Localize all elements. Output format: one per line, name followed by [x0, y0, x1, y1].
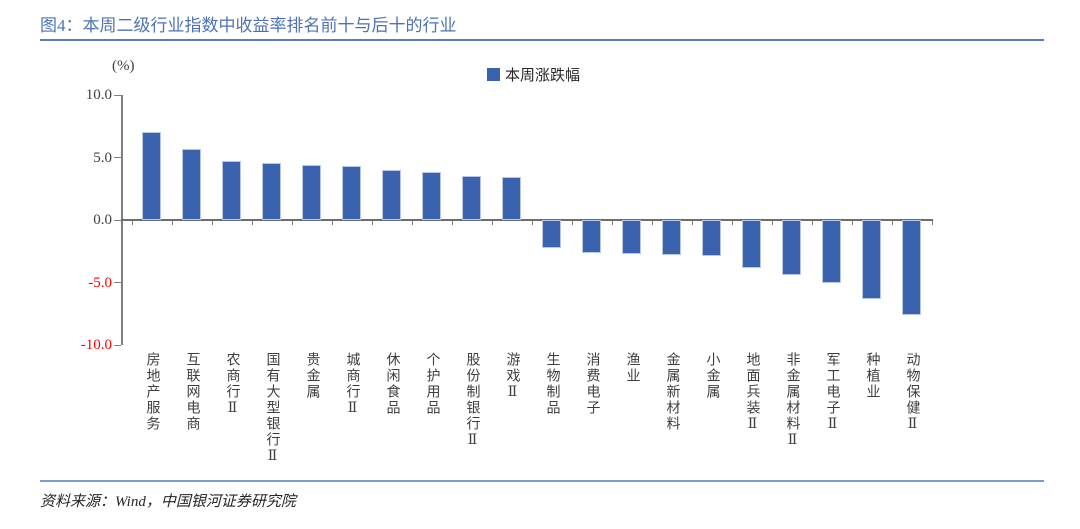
bar: [342, 166, 361, 220]
x-axis-label: 小金属: [704, 352, 720, 400]
x-axis-tick: [291, 221, 293, 225]
x-axis-tick: [731, 221, 733, 225]
legend-swatch-icon: [487, 68, 500, 81]
bar: [582, 220, 601, 253]
x-axis-label: 军工电子Ⅱ: [824, 352, 840, 434]
bar: [782, 220, 801, 275]
y-tick-label: -10.0: [80, 337, 112, 353]
y-axis-unit-label: (%): [112, 58, 135, 74]
x-axis-label: 城商行Ⅱ: [344, 352, 360, 418]
x-axis-tick: [851, 221, 853, 225]
title-underline: [40, 39, 1044, 41]
x-axis-label: 休闲食品: [384, 352, 400, 416]
bar: [862, 220, 881, 299]
x-axis-label: 动物保健Ⅱ: [904, 352, 920, 434]
x-axis-tick: [211, 221, 213, 225]
source-note: 资料来源：Wind，中国银河证券研究院: [40, 494, 296, 510]
bar: [302, 165, 321, 220]
x-axis-tick: [611, 221, 613, 225]
bar: [462, 176, 481, 220]
bar: [262, 163, 281, 220]
x-axis-tick: [171, 221, 173, 225]
bar: [822, 220, 841, 283]
y-tick-label: 5.0: [93, 149, 112, 166]
x-axis-label: 房地产服务: [144, 352, 160, 432]
bar: [742, 220, 761, 268]
x-axis-label: 渔业: [624, 352, 640, 384]
bar: [422, 172, 441, 220]
x-axis-tick: [331, 221, 333, 225]
bar: [502, 177, 521, 220]
x-axis-label: 股份制银行Ⅱ: [464, 352, 480, 450]
x-axis-tick: [491, 221, 493, 225]
bar: [902, 220, 921, 315]
x-axis-tick: [571, 221, 573, 225]
figure-title: 图4：本周二级行业指数中收益率排名前十与后十的行业: [40, 16, 457, 35]
bar: [622, 220, 641, 254]
bar: [182, 149, 201, 220]
x-axis-tick: [251, 221, 253, 225]
legend-label: 本周涨跌幅: [505, 68, 581, 84]
y-axis-tick: [114, 219, 121, 221]
x-axis-tick: [371, 221, 373, 225]
y-tick-label: 10.0: [85, 87, 112, 103]
x-axis-tick: [531, 221, 533, 225]
footer-separator: [40, 480, 1044, 482]
x-axis-label: 地面兵装Ⅱ: [744, 352, 760, 434]
bar: [382, 170, 401, 220]
x-axis-label: 生物制品: [544, 352, 560, 416]
x-axis-label: 国有大型银行Ⅱ: [264, 352, 280, 466]
x-axis-label: 农商行Ⅱ: [224, 352, 240, 418]
x-axis-tick: [451, 221, 453, 225]
x-axis-tick: [411, 221, 413, 225]
y-axis-tick: [114, 157, 121, 158]
bar: [542, 220, 561, 248]
bar: [662, 220, 681, 255]
x-axis-tick: [771, 221, 773, 225]
x-axis-label: 个护用品: [424, 352, 440, 416]
x-axis-tick: [131, 221, 133, 225]
x-axis: [121, 219, 933, 221]
x-axis-label: 互联网电商: [184, 352, 200, 432]
x-axis-label: 游戏Ⅱ: [504, 352, 520, 402]
bar: [702, 220, 721, 256]
y-axis-tick: [114, 344, 121, 346]
y-tick-label: -5.0: [88, 274, 112, 291]
x-axis-tick: [891, 221, 893, 225]
bar: [222, 161, 241, 220]
y-tick-label: 0.0: [93, 212, 112, 228]
x-axis-label: 非金属材料Ⅱ: [784, 352, 800, 450]
x-axis-tick: [651, 221, 653, 225]
x-axis-label: 金属新材料: [664, 352, 680, 432]
chart-legend: 本周涨跌幅: [487, 64, 580, 85]
x-axis-label: 消费电子: [584, 352, 600, 416]
y-axis-tick: [114, 94, 121, 96]
x-axis-tick: [811, 221, 813, 225]
x-axis-tick: [691, 221, 693, 225]
x-axis-tick: [931, 221, 933, 225]
bar: [142, 132, 161, 220]
y-axis-tick: [114, 282, 121, 283]
x-axis-label: 贵金属: [304, 352, 320, 400]
x-axis-label: 种植业: [864, 352, 880, 400]
